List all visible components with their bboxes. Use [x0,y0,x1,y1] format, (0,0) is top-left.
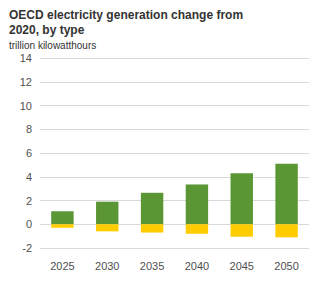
svg-text:0: 0 [26,218,32,230]
svg-text:2: 2 [26,195,32,207]
svg-text:2050: 2050 [274,260,298,272]
svg-text:trillion kilowatthours: trillion kilowatthours [9,40,96,51]
svg-text:2025: 2025 [50,260,74,272]
svg-text:6: 6 [26,147,32,159]
svg-text:2030: 2030 [95,260,119,272]
svg-text:2035: 2035 [140,260,164,272]
svg-text:OECD electricity generation ch: OECD electricity generation change from [9,8,246,22]
svg-text:12: 12 [20,76,32,88]
svg-text:2045: 2045 [230,260,254,272]
svg-text:-2: -2 [22,242,32,254]
svg-text:14: 14 [20,52,32,64]
svg-text:10: 10 [20,100,32,112]
svg-text:2020, by type: 2020, by type [9,23,85,37]
svg-text:4: 4 [26,171,32,183]
svg-text:2040: 2040 [185,260,209,272]
svg-text:8: 8 [26,123,32,135]
